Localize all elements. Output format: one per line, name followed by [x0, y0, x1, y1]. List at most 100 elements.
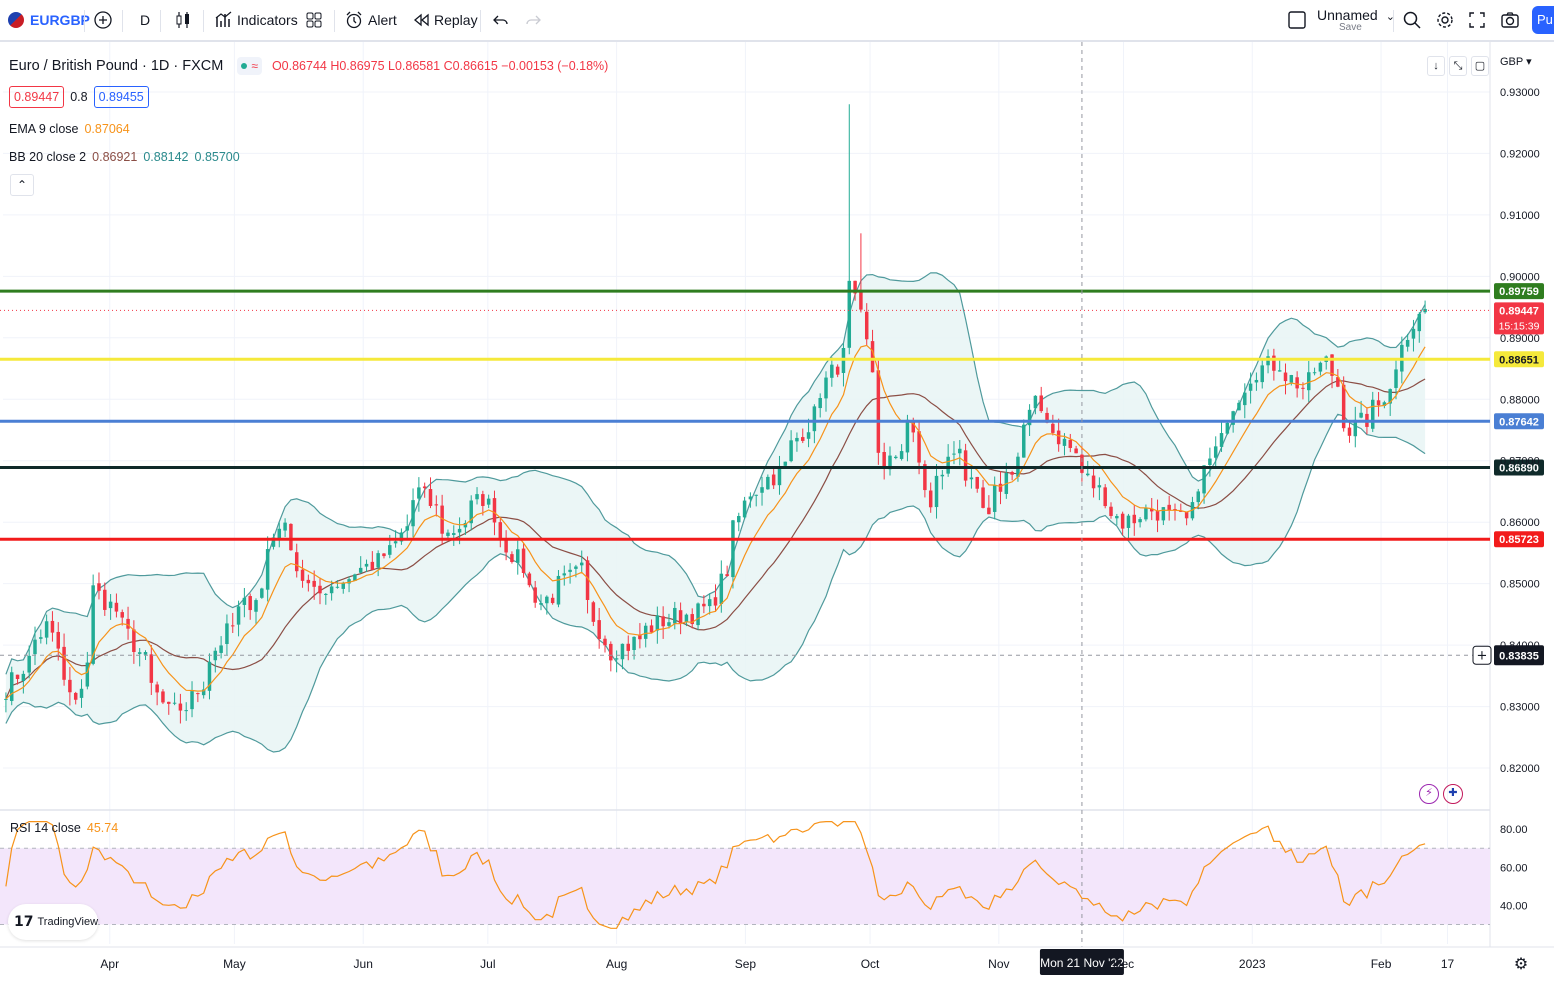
candle-body — [533, 587, 537, 603]
candle-body — [824, 377, 828, 399]
compare-symbol-button[interactable] — [93, 0, 113, 40]
layout-checkbox[interactable] — [1287, 0, 1307, 40]
lightning-icon[interactable]: ⚡ — [1419, 784, 1439, 804]
sell-price-button[interactable]: 0.89447 — [9, 86, 65, 108]
candle — [463, 520, 468, 535]
divider — [84, 10, 85, 32]
candle — [655, 606, 660, 644]
candle — [760, 476, 764, 506]
replay-button[interactable]: Replay — [412, 0, 478, 40]
candle — [987, 495, 991, 515]
candle-body — [184, 710, 188, 712]
candle-body — [213, 650, 218, 661]
gear-icon[interactable]: ⚙ — [1514, 954, 1528, 973]
candle-body — [975, 476, 979, 489]
templates-button[interactable] — [305, 0, 323, 40]
candle — [614, 650, 619, 673]
currency-selector[interactable]: GBP ▾ — [1500, 56, 1532, 68]
candle — [585, 556, 590, 614]
candle — [533, 580, 537, 608]
ema-line — [5, 344, 1426, 700]
candle — [1184, 511, 1189, 526]
candle — [1132, 505, 1137, 536]
candle-body — [393, 541, 398, 544]
interval-button[interactable]: D — [140, 0, 150, 40]
candle-body — [963, 450, 968, 481]
bb-label: BB 20 close 2 — [9, 150, 87, 164]
candle-body — [62, 646, 66, 680]
candle-body — [457, 528, 462, 533]
chart-type-button[interactable] — [174, 0, 192, 40]
candle-body — [1376, 400, 1381, 406]
collapse-legend-button[interactable]: ⌃ — [10, 174, 34, 196]
time-tick-label: Sep — [735, 957, 757, 971]
candle — [184, 702, 188, 721]
candle-body — [1266, 356, 1270, 366]
candle — [824, 371, 828, 412]
market-status-badge[interactable]: ≈ — [237, 57, 262, 75]
candle-body — [4, 698, 8, 700]
candle — [992, 476, 997, 520]
search-button[interactable] — [1402, 0, 1422, 40]
candle-body — [678, 610, 683, 624]
settings-button[interactable] — [1435, 0, 1455, 40]
candle-body — [667, 622, 671, 626]
candle — [1376, 392, 1381, 417]
candle-body — [1010, 471, 1014, 475]
arrow-down-icon[interactable]: ↓ — [1427, 56, 1445, 76]
candle-body — [521, 548, 526, 573]
crosshair-date-label: Mon 21 Nov '22 — [1040, 956, 1124, 970]
undo-button[interactable] — [492, 0, 510, 40]
layout-name-button[interactable]: Unnamed ⌄ Save — [1317, 0, 1395, 40]
publish-button[interactable]: Pu — [1532, 6, 1554, 34]
rsi-legend[interactable]: RSI 14 close 45.74 — [10, 821, 118, 835]
price-tick-label: 0.87000 — [1500, 456, 1540, 468]
candle — [1382, 400, 1387, 409]
candle — [364, 559, 369, 573]
candle-body — [958, 448, 962, 454]
snapshot-button[interactable] — [1500, 0, 1520, 40]
fullscreen-icon — [1469, 12, 1485, 28]
tradingview-logo[interactable]: 17 TradingView — [8, 904, 98, 940]
redo-button[interactable] — [524, 0, 542, 40]
buy-price-button[interactable]: 0.89455 — [93, 86, 149, 108]
candle-body — [696, 603, 700, 626]
uk-flag-icon[interactable]: ✚ — [1443, 784, 1463, 804]
candle-body — [952, 453, 956, 455]
candle-body — [1260, 365, 1264, 383]
candle — [1289, 374, 1294, 386]
indicators-button[interactable]: Indicators — [214, 0, 298, 40]
candle-body — [486, 498, 491, 505]
symbol-search-button[interactable]: EURGBP — [8, 0, 90, 40]
tradingview-mark-icon: 17 — [14, 914, 34, 930]
ema-legend[interactable]: EMA 9 close 0.87064 — [9, 122, 130, 136]
candle-body — [510, 554, 514, 563]
chart-title[interactable]: Euro / British Pound · 1D · FXCM — [9, 58, 224, 74]
candle-body — [405, 526, 409, 531]
candle-body — [760, 487, 764, 493]
fullscreen-button[interactable] — [1468, 0, 1486, 40]
candle — [329, 580, 334, 601]
bb-legend[interactable]: BB 20 close 2 0.86921 0.88142 0.85700 — [9, 150, 240, 164]
price-chart[interactable]: 0.89759 0.88651 0.87642 0.86890 0.85723 0.894… — [0, 42, 1554, 984]
candle-body — [1295, 377, 1299, 389]
candle — [411, 488, 415, 538]
candle-body — [998, 483, 1003, 492]
candle-body — [15, 674, 20, 680]
price-tick-label: 0.83000 — [1500, 702, 1540, 714]
candle — [172, 692, 177, 706]
collapse-icon[interactable]: ⤡ — [1449, 56, 1467, 76]
candle — [1353, 406, 1358, 448]
candle — [1272, 348, 1276, 381]
candle-body — [364, 563, 369, 567]
candle — [283, 518, 287, 538]
candle-body — [946, 456, 950, 474]
candle — [1051, 414, 1055, 436]
candles-icon — [176, 12, 189, 28]
maximize-icon[interactable]: ▢ — [1471, 56, 1489, 76]
chevron-down-icon: ⌄ — [1385, 11, 1395, 23]
alert-button[interactable]: Alert — [344, 0, 397, 40]
layout-name: Unnamed — [1317, 7, 1378, 23]
candle-body — [545, 596, 549, 604]
candle-body — [690, 614, 694, 625]
